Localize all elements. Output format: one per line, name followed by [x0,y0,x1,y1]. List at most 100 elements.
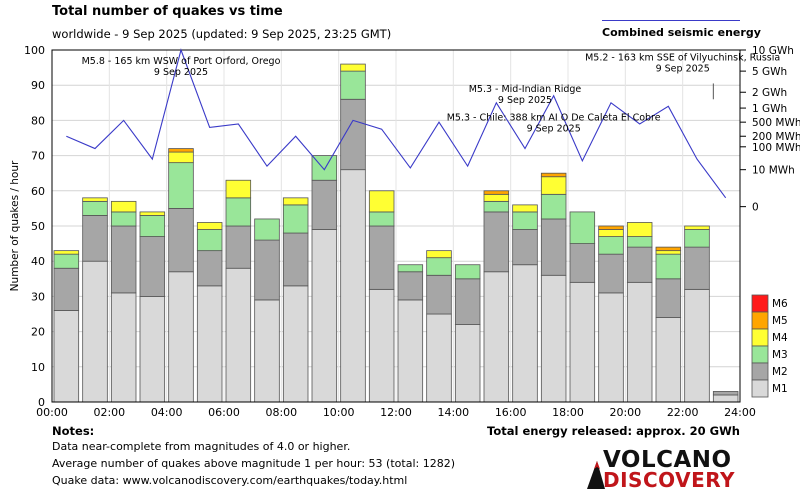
energy-legend-label: Combined seismic energy [602,26,761,39]
logo-text-volcano: VOLCANO [603,447,732,473]
bar-m1 [426,313,452,403]
bar-m3 [626,236,653,248]
legend-label-m1: M1 [772,383,788,395]
bar-m3 [397,264,424,273]
bar-m2 [684,246,710,290]
logo-text-discovery: DISCOVERY [603,468,736,492]
bar-m1 [225,267,252,403]
x-tick-label: 10:00 [323,406,355,419]
plot-frame [51,49,741,403]
x-tick-label: 12:00 [380,406,412,419]
bar-m3 [512,211,538,230]
energy-tick-label: 100 MWh [752,142,800,154]
bar-m4 [626,222,653,237]
bar-m3 [454,264,481,280]
bar-m1 [282,285,309,403]
bar-m2 [168,207,194,273]
legend-swatch-m6 [751,294,769,313]
bar-m3 [282,204,309,234]
annotation-date: 9 Sep 2025 [498,95,552,106]
bar-m1 [110,292,137,403]
energy-tick-label: 10 MWh [752,165,795,177]
bar-m4 [168,151,194,164]
bar-m3 [196,229,223,252]
energy-line [66,48,727,199]
bar-m4 [598,229,624,237]
y-tick-label: 40 [31,255,45,268]
y-axis-label: Number of quakes / hour [9,160,21,291]
bar-m5 [168,148,194,153]
bar-m2 [110,225,137,294]
bar-m2 [655,278,682,318]
energy-tick-label: 0 [752,202,759,214]
bar-m2 [225,225,252,269]
bar-m1 [712,394,739,403]
y-tick-label: 10 [31,361,45,374]
legend-label-m6: M6 [772,298,788,310]
bar-m4 [110,200,137,213]
x-tick-label: 22:00 [667,406,699,419]
bar-m3 [139,215,166,237]
bar-m2 [569,243,596,283]
bar-m2 [254,239,280,301]
x-tick-label: 02:00 [93,406,125,419]
bar-m1 [512,264,538,403]
bar-m4 [196,222,223,230]
bar-m2 [483,211,510,273]
y-tick-label: 30 [31,290,45,303]
y-tick-label: 100 [24,44,45,57]
bar-m2 [598,253,624,294]
energy-tick-label: 500 MWh [752,117,800,129]
bar-m5 [483,190,510,195]
bar-m3 [82,200,108,216]
bar-m4 [684,225,710,230]
bar-m1 [368,288,395,403]
bar-m2 [196,250,223,287]
bar-m1 [53,310,80,403]
note-average: Average number of quakes above magnitude… [52,457,455,470]
bar-m1 [168,271,194,403]
bar-m4 [655,250,682,255]
legend-label-m2: M2 [772,366,788,378]
bar-m4 [340,63,366,72]
bar-m2 [139,236,166,297]
bar-m2 [368,225,395,290]
volcano-discovery-logo[interactable]: VOLCANO DISCOVERY [585,447,735,492]
annotation-date: 9 Sep 2025 [154,67,208,78]
bar-m3 [110,211,137,227]
energy-tick-label: 1 GWh [752,103,787,115]
bar-m1 [454,324,481,403]
annotation-label: M5.8 - 165 km WSW of Port Orford, Orego [82,56,281,67]
bar-m1 [397,299,424,403]
quake-chart: 0 10 20 30 40 50 60 70 80 90 100 00:00 02:00 04:00 06:… [9,44,800,419]
legend-swatch-m4 [751,328,769,347]
x-tick-label: 24:00 [724,406,756,419]
bar-m1 [82,260,108,403]
bar-m4 [82,197,108,202]
x-tick-label: 06:00 [208,406,240,419]
bar-m3 [684,229,710,248]
bar-m5 [540,172,567,178]
chart-title: Total number of quakes vs time [52,4,283,19]
y-tick-label: 0 [38,396,45,409]
bar-m2 [397,271,424,301]
x-tick-label: 18:00 [552,406,584,419]
x-tick-label: 14:00 [437,406,469,419]
bar-m2 [512,229,538,266]
bar-m2 [626,246,653,283]
y-tick-label: 50 [31,220,45,233]
legend-label-m4: M4 [772,332,788,344]
annotation-label: M5.2 - 163 km SSE of Vilyuchinsk, Russia [585,53,780,64]
bar-m4 [540,176,567,195]
bar-m2 [311,179,338,230]
annotation-label: M5.3 - Chile: 388 km AI O De Caleta El C… [447,112,661,123]
annotation-label: M5.3 - Mid-Indian Ridge [469,84,582,95]
annotation-date: 9 Sep 2025 [656,64,710,75]
notes-title: Notes: [52,424,95,438]
bar-m4 [426,250,452,259]
legend-label-m5: M5 [772,315,788,327]
bar-m3 [254,218,280,241]
bar-m1 [684,288,710,403]
bar-m3 [598,236,624,255]
bar-m1 [254,299,280,403]
